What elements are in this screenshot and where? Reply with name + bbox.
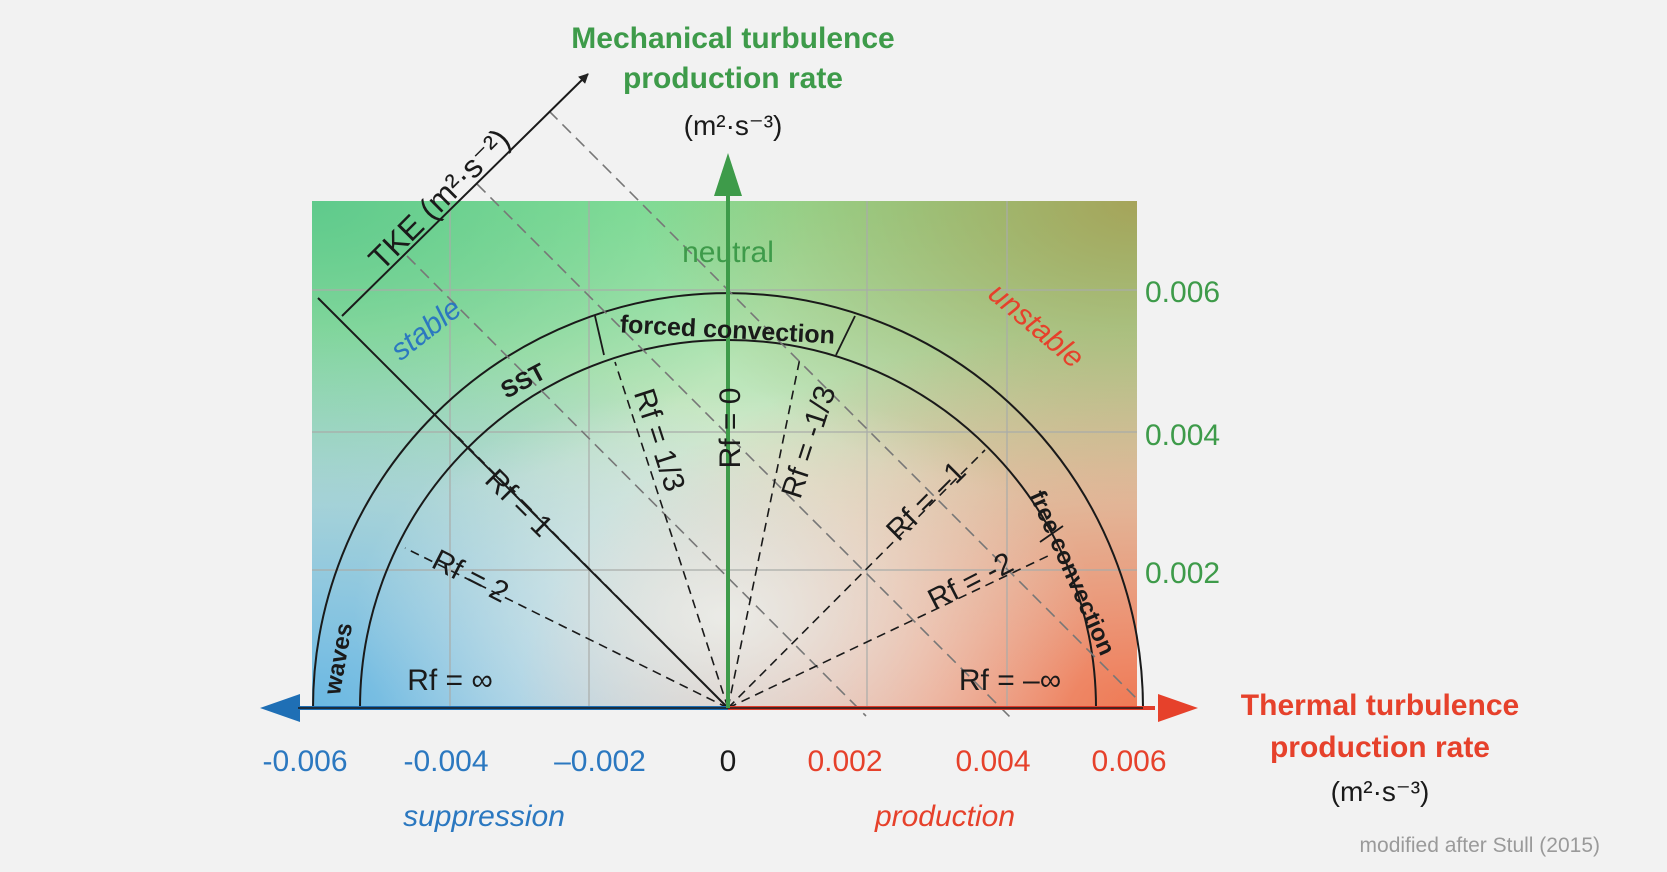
x-axis-title-line1: Thermal turbulence — [1241, 689, 1519, 722]
x-tick-neg-0.004: -0.004 — [403, 745, 488, 778]
grid-lines — [312, 201, 1137, 708]
rf-inf-label: Rf = ∞ — [407, 664, 493, 697]
sector-dividers — [594, 315, 1064, 543]
up-arrow-icon — [714, 153, 742, 196]
neutral-label: neutral — [682, 236, 774, 269]
x-tick-neg-0.006: -0.006 — [262, 745, 347, 778]
x-tick-neg-0.002: –0.002 — [554, 745, 646, 778]
credit-text: modified after Stull (2015) — [1360, 834, 1600, 857]
tke-axis — [317, 73, 729, 709]
suppression-caption: suppression — [403, 800, 565, 833]
rf-neg-inf-label: Rf = –∞ — [959, 664, 1061, 697]
tke-isolines — [406, 110, 1139, 718]
production-caption: production — [874, 800, 1015, 833]
y-tick-0.002: 0.002 — [1145, 557, 1220, 590]
x-tick-0.004: 0.004 — [955, 745, 1030, 778]
y-axis-unit: (m²·s⁻³) — [684, 110, 783, 141]
y-axis-title-line2: production rate — [623, 62, 843, 95]
left-arrow-icon — [260, 694, 300, 722]
x-axis — [260, 694, 1198, 722]
y-tick-0.004: 0.004 — [1145, 419, 1220, 452]
x-tick-zero: 0 — [720, 745, 737, 778]
right-arrow-icon — [1158, 694, 1198, 722]
y-axis-title-line1: Mechanical turbulence — [571, 22, 894, 55]
x-tick-0.002: 0.002 — [807, 745, 882, 778]
x-axis-title-line2: production rate — [1270, 731, 1490, 764]
rf-zero-label: Rf = 0 — [714, 388, 747, 469]
x-tick-0.006: 0.006 — [1091, 745, 1166, 778]
y-tick-0.006: 0.006 — [1145, 276, 1220, 309]
y-axis — [714, 153, 742, 708]
x-axis-unit: (m²·s⁻³) — [1331, 776, 1430, 807]
